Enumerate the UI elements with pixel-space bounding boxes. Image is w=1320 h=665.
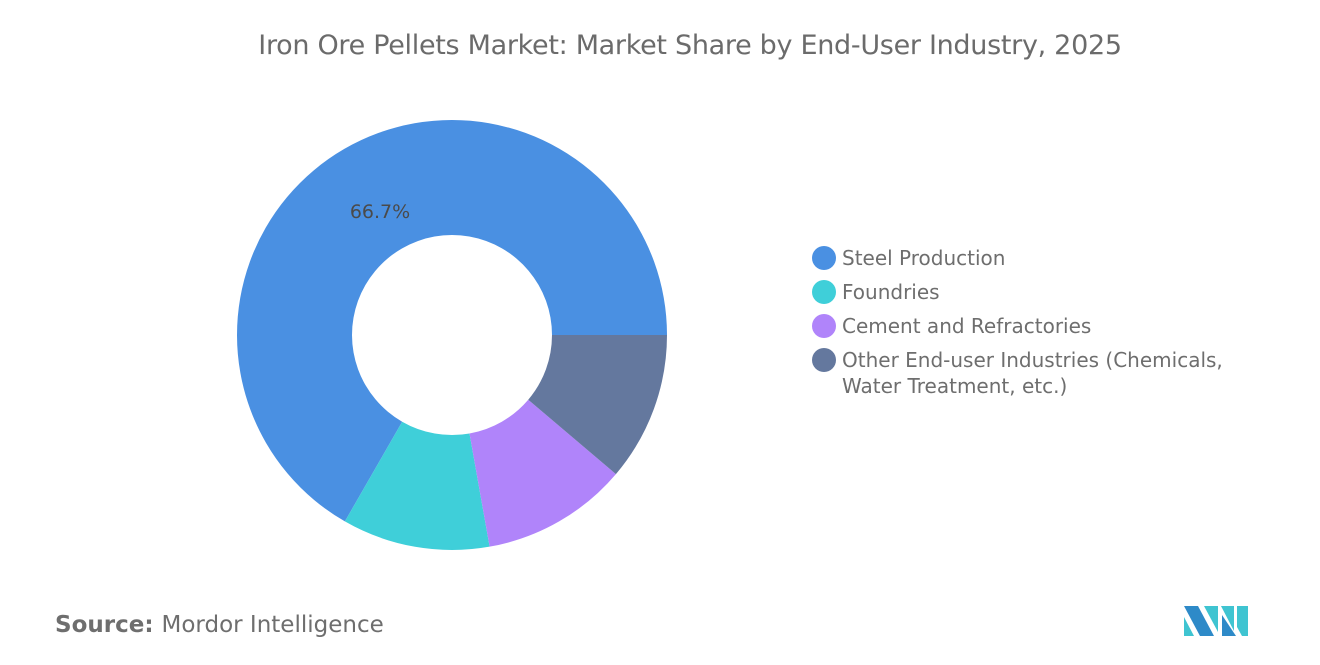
legend-swatch (812, 280, 836, 304)
source-note: Source: Mordor Intelligence (55, 612, 384, 638)
slice-other-end-user-industries-chemicals-water-treatment-etc (528, 335, 667, 475)
legend-label: Foundries (842, 280, 940, 304)
legend-label: Cement and Refractories (842, 314, 1092, 338)
slice-steel-production (237, 120, 667, 522)
legend-swatch (812, 348, 836, 372)
legend-label: Steel Production (842, 246, 1006, 270)
data-label-steel-production: 66.7% (350, 201, 410, 223)
source-label: Source: (55, 612, 154, 638)
chart-title: Iron Ore Pellets Market: Market Share by… (258, 30, 1122, 61)
slice-foundries (344, 421, 490, 550)
legend-item-other: Other End-user Industries (Chemicals, Wa… (812, 347, 1252, 399)
slice-cement-and-refractories (469, 399, 616, 547)
legend-item-steel-production: Steel Production (812, 245, 1252, 271)
legend-item-cement-and-refractories: Cement and Refractories (812, 313, 1252, 339)
legend-swatch (812, 246, 836, 270)
legend-item-foundries: Foundries (812, 279, 1252, 305)
legend-label: Other End-user Industries (Chemicals, Wa… (842, 348, 1223, 398)
source-value: Mordor Intelligence (161, 612, 384, 638)
legend: Steel Production Foundries Cement and Re… (812, 245, 1252, 407)
mordor-intelligence-logo (1184, 606, 1248, 636)
legend-swatch (812, 314, 836, 338)
